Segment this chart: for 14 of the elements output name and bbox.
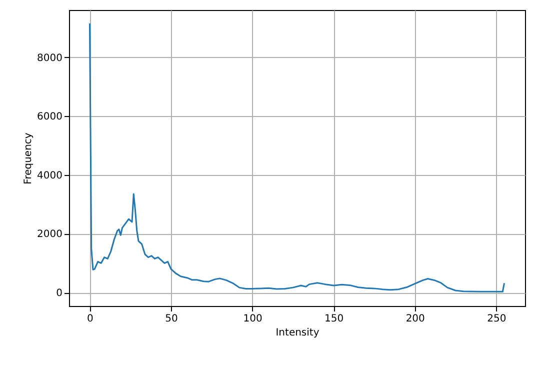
x-axis-title: Intensity — [276, 328, 320, 338]
y-tick-label: 6000 — [37, 112, 62, 123]
y-tick-label: 4000 — [37, 170, 62, 182]
x-tick-label: 250 — [487, 314, 506, 324]
line-series — [88, 22, 506, 292]
x-tick-label: 100 — [243, 314, 262, 324]
y-axis-title: Frequency — [23, 132, 34, 184]
y-tick-label: 0 — [56, 288, 62, 300]
x-tick-label: 200 — [406, 314, 425, 324]
x-tick-label: 150 — [324, 314, 344, 324]
x-tick-label: 0 — [87, 314, 94, 324]
y-tick-label: 2000 — [37, 229, 62, 240]
x-tick-label: 50 — [165, 314, 178, 324]
y-tick-label: 8000 — [37, 52, 62, 64]
